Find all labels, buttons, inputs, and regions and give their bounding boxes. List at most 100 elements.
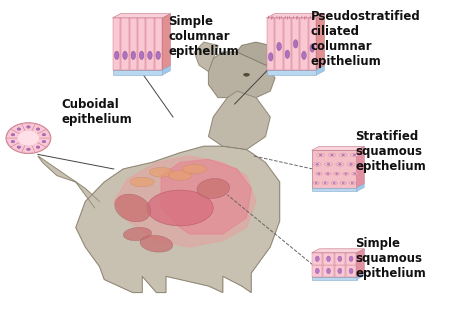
Text: Pseudostratified
ciliated
columnar
epithelium: Pseudostratified ciliated columnar epith… [310, 10, 420, 68]
Ellipse shape [315, 268, 319, 274]
Bar [311, 277, 356, 280]
Ellipse shape [328, 153, 336, 157]
Ellipse shape [17, 146, 21, 149]
Ellipse shape [130, 177, 154, 187]
Ellipse shape [349, 256, 353, 262]
Ellipse shape [318, 173, 320, 174]
Polygon shape [76, 146, 280, 292]
Polygon shape [209, 91, 270, 150]
Ellipse shape [327, 268, 330, 274]
Ellipse shape [140, 235, 173, 252]
Polygon shape [112, 14, 170, 18]
Polygon shape [356, 249, 364, 277]
Polygon shape [6, 123, 51, 153]
Ellipse shape [182, 164, 206, 174]
Ellipse shape [315, 256, 319, 262]
Ellipse shape [27, 126, 30, 128]
Ellipse shape [352, 172, 358, 175]
Polygon shape [266, 14, 324, 18]
Bar [129, 18, 137, 70]
Ellipse shape [325, 162, 332, 166]
Text: Simple
squamous
epithelium: Simple squamous epithelium [356, 237, 426, 280]
Ellipse shape [327, 173, 329, 174]
Ellipse shape [147, 51, 152, 59]
Bar [112, 70, 162, 75]
Bar [266, 70, 316, 75]
Ellipse shape [338, 256, 342, 262]
Ellipse shape [322, 182, 328, 185]
Ellipse shape [277, 42, 282, 51]
Ellipse shape [17, 128, 21, 130]
Bar [301, 18, 308, 70]
Ellipse shape [327, 163, 330, 165]
Ellipse shape [316, 172, 322, 175]
Polygon shape [32, 142, 46, 152]
Ellipse shape [36, 146, 40, 149]
Ellipse shape [114, 51, 119, 59]
Bar [155, 18, 162, 70]
Bar [311, 188, 356, 191]
Polygon shape [356, 146, 364, 188]
Ellipse shape [11, 134, 15, 136]
Ellipse shape [333, 182, 335, 184]
Polygon shape [114, 156, 256, 247]
Ellipse shape [338, 268, 342, 274]
Polygon shape [22, 145, 35, 153]
Ellipse shape [197, 178, 229, 199]
Ellipse shape [325, 172, 331, 175]
Ellipse shape [331, 182, 337, 185]
Ellipse shape [315, 182, 317, 184]
Polygon shape [237, 42, 275, 65]
Ellipse shape [350, 163, 353, 165]
Polygon shape [316, 14, 324, 70]
Ellipse shape [354, 173, 356, 174]
Ellipse shape [327, 256, 330, 262]
Polygon shape [18, 131, 38, 145]
Bar [146, 18, 154, 70]
Ellipse shape [115, 194, 151, 222]
Ellipse shape [268, 44, 277, 47]
Ellipse shape [293, 40, 298, 48]
Ellipse shape [353, 154, 356, 156]
Ellipse shape [349, 182, 355, 185]
Ellipse shape [123, 227, 152, 240]
Ellipse shape [268, 53, 273, 61]
Ellipse shape [156, 51, 161, 59]
Ellipse shape [336, 173, 338, 174]
Ellipse shape [342, 182, 344, 184]
Bar [121, 18, 128, 70]
Ellipse shape [285, 50, 290, 58]
Bar [346, 253, 356, 265]
Ellipse shape [310, 44, 315, 52]
Text: Stratified
squamous
epithelium: Stratified squamous epithelium [356, 130, 426, 173]
Ellipse shape [347, 162, 355, 166]
Polygon shape [32, 124, 46, 134]
Ellipse shape [317, 153, 325, 157]
Ellipse shape [149, 167, 173, 177]
Polygon shape [311, 249, 364, 253]
Ellipse shape [42, 134, 46, 136]
Polygon shape [356, 184, 364, 191]
Polygon shape [311, 146, 364, 150]
Ellipse shape [342, 154, 345, 156]
Bar [311, 253, 356, 277]
Ellipse shape [336, 162, 344, 166]
Polygon shape [162, 14, 170, 70]
Ellipse shape [334, 172, 340, 175]
Bar [112, 18, 162, 70]
Bar [309, 18, 316, 70]
Bar [323, 253, 334, 265]
Ellipse shape [313, 162, 321, 166]
Ellipse shape [168, 171, 192, 180]
Ellipse shape [345, 173, 347, 174]
Ellipse shape [147, 190, 213, 226]
Polygon shape [194, 42, 218, 72]
Ellipse shape [351, 182, 353, 184]
Bar [275, 18, 283, 70]
Polygon shape [11, 124, 25, 134]
Bar [323, 265, 334, 277]
Ellipse shape [42, 140, 46, 143]
Ellipse shape [313, 182, 319, 185]
Ellipse shape [343, 172, 349, 175]
Bar [113, 18, 120, 70]
